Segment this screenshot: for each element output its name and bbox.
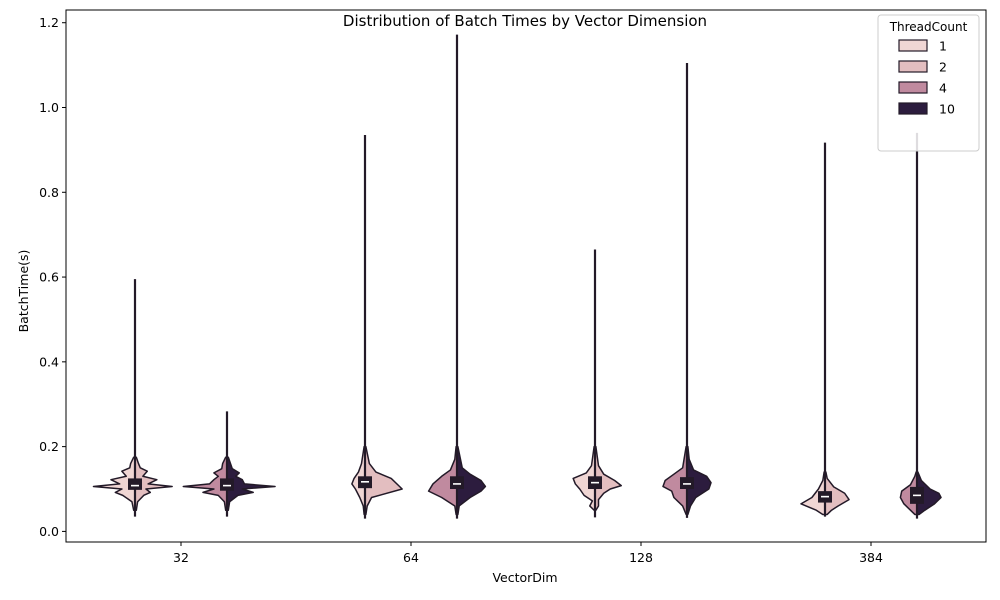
violin-iqr-box [128, 478, 142, 490]
chart-title: Distribution of Batch Times by Vector Di… [343, 12, 707, 30]
y-tick-label: 0.6 [39, 270, 59, 285]
legend: ThreadCount 1 2 4 10 [877, 14, 980, 152]
violin-group [572, 249, 622, 518]
legend-swatch [898, 60, 928, 73]
y-axis: 0.0 0.2 0.4 0.6 0.8 1.0 1.2 [39, 15, 66, 539]
violin-iqr-box [220, 478, 234, 491]
x-tick-label: 32 [173, 550, 189, 565]
violin-group [351, 135, 403, 519]
legend-swatch [898, 102, 928, 115]
legend-label: 2 [939, 60, 947, 75]
violin-group [182, 411, 276, 517]
x-tick-label: 128 [629, 550, 653, 565]
violin-group [800, 142, 850, 517]
legend-swatch [898, 81, 928, 94]
legend-label: 4 [939, 81, 947, 96]
violin-half-right [134, 456, 173, 511]
violin-group [92, 279, 173, 517]
x-axis: 32 64 128 384 [173, 542, 883, 565]
violin-iqr-box [450, 476, 464, 490]
y-tick-label: 1.0 [39, 100, 59, 115]
violin-iqr-box [680, 477, 694, 490]
violin-group [662, 62, 712, 518]
legend-frame [877, 14, 980, 152]
violin-layer [92, 34, 942, 519]
violin-group [899, 132, 942, 519]
y-tick-label: 0.8 [39, 185, 59, 200]
legend-items: 1 2 4 10 [898, 39, 955, 117]
plot-frame [65, 9, 987, 543]
legend-label: 1 [939, 39, 947, 54]
legend-swatch [898, 39, 928, 52]
x-tick-label: 384 [859, 550, 883, 565]
legend-label: 10 [939, 102, 955, 117]
y-tick-label: 0.2 [39, 439, 59, 454]
y-tick-label: 0.4 [39, 354, 59, 369]
violin-half-left [92, 456, 136, 511]
y-tick-label: 0.0 [39, 524, 59, 539]
x-axis-label: VectorDim [492, 570, 557, 585]
violin-half-left [182, 456, 228, 511]
y-tick-label: 1.2 [39, 15, 59, 30]
y-axis-label: BatchTime(s) [16, 250, 31, 333]
legend-title: ThreadCount [889, 20, 968, 34]
x-tick-label: 64 [403, 550, 419, 565]
violin-group [427, 34, 487, 519]
violin-half-right [226, 456, 276, 511]
